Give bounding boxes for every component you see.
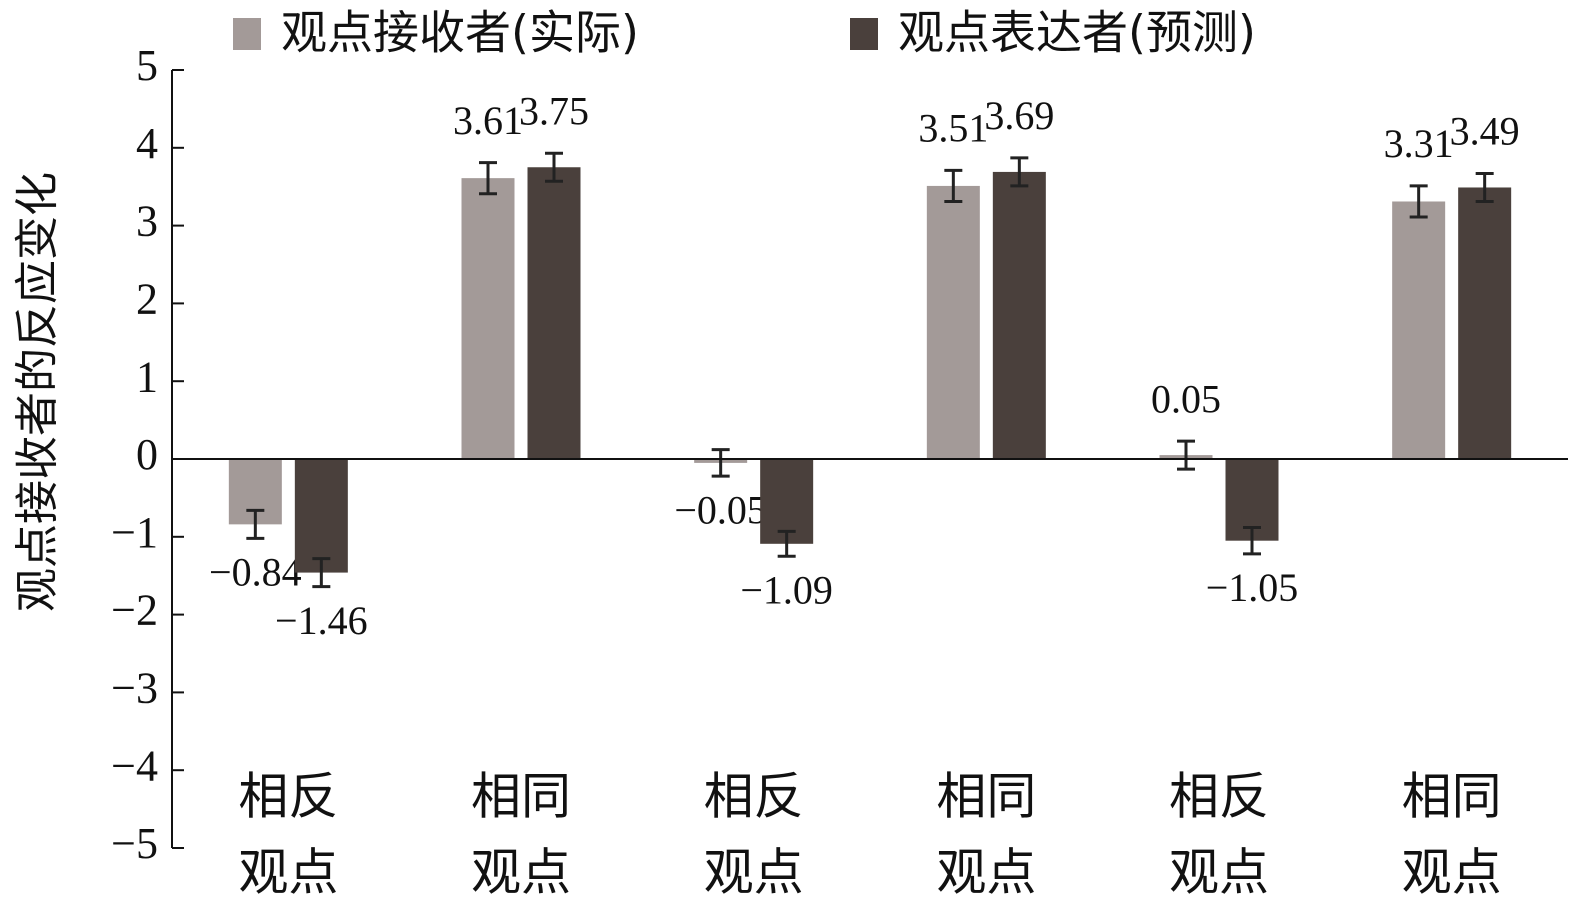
x-tick-label: 观点 [471, 844, 571, 902]
error-bar [479, 161, 497, 196]
y-tick-label: 0 [136, 430, 158, 479]
value-label: −0.84 [209, 550, 302, 595]
x-tick-label: 观点 [1169, 844, 1269, 902]
value-label: 3.51 [918, 106, 988, 151]
x-tick-label: 观点 [1402, 844, 1502, 902]
y-tick-label: −2 [111, 586, 158, 635]
error-bar [1475, 171, 1494, 203]
error-bar [1409, 184, 1428, 219]
error-bar [246, 508, 265, 540]
y-tick-label: −4 [111, 741, 158, 790]
error-bar [1177, 439, 1195, 471]
error-bar [1010, 156, 1029, 188]
legend-label: 观点接收者(实际) [281, 6, 639, 60]
legend-swatch [233, 18, 261, 50]
bar [926, 185, 980, 459]
error-bar [545, 151, 563, 183]
bar [760, 459, 814, 544]
y-tick-label: −5 [111, 819, 158, 868]
x-tick-label: 相反 [1169, 768, 1269, 826]
x-tick-label: 观点 [238, 844, 338, 902]
bar [1458, 187, 1512, 459]
x-tick-label: 观点 [704, 844, 804, 902]
error-bar [944, 168, 963, 203]
bar [461, 178, 515, 459]
y-tick-label: −3 [111, 663, 158, 712]
y-tick-label: 4 [136, 119, 158, 168]
value-label: 3.69 [984, 93, 1054, 138]
value-label: 3.61 [453, 98, 523, 143]
legend-label: 观点表达者(预测) [898, 6, 1256, 60]
bar [992, 171, 1046, 459]
error-bar [777, 529, 796, 558]
error-bar [711, 448, 730, 478]
x-tick-label: 相同 [936, 768, 1036, 826]
bar [1392, 201, 1446, 459]
value-label: 0.05 [1151, 376, 1221, 421]
x-tick-label: 相同 [471, 768, 571, 826]
bar [527, 167, 581, 459]
x-tick-label: 相反 [238, 768, 338, 826]
y-tick-label: 1 [136, 352, 158, 401]
value-label: −0.05 [674, 487, 767, 532]
value-label: 3.49 [1450, 109, 1520, 154]
y-tick-label: 5 [136, 41, 158, 90]
value-label: −1.09 [740, 567, 833, 612]
value-label: 3.75 [519, 88, 589, 133]
y-tick-label: −1 [111, 508, 158, 557]
y-tick-label: 3 [136, 197, 158, 246]
error-bar [312, 557, 331, 589]
error-bar [1243, 525, 1261, 556]
y-tick-label: 2 [136, 274, 158, 323]
legend-swatch [850, 18, 878, 50]
x-tick-label: 相同 [1402, 768, 1502, 826]
value-label: −1.05 [1206, 565, 1299, 610]
value-label: −1.46 [275, 598, 368, 643]
x-tick-label: 相反 [704, 768, 804, 826]
y-axis-label: 观点接收者的反应变化 [12, 172, 63, 612]
value-label: 3.31 [1384, 121, 1454, 166]
x-tick-label: 观点 [936, 844, 1036, 902]
bar [294, 459, 348, 573]
